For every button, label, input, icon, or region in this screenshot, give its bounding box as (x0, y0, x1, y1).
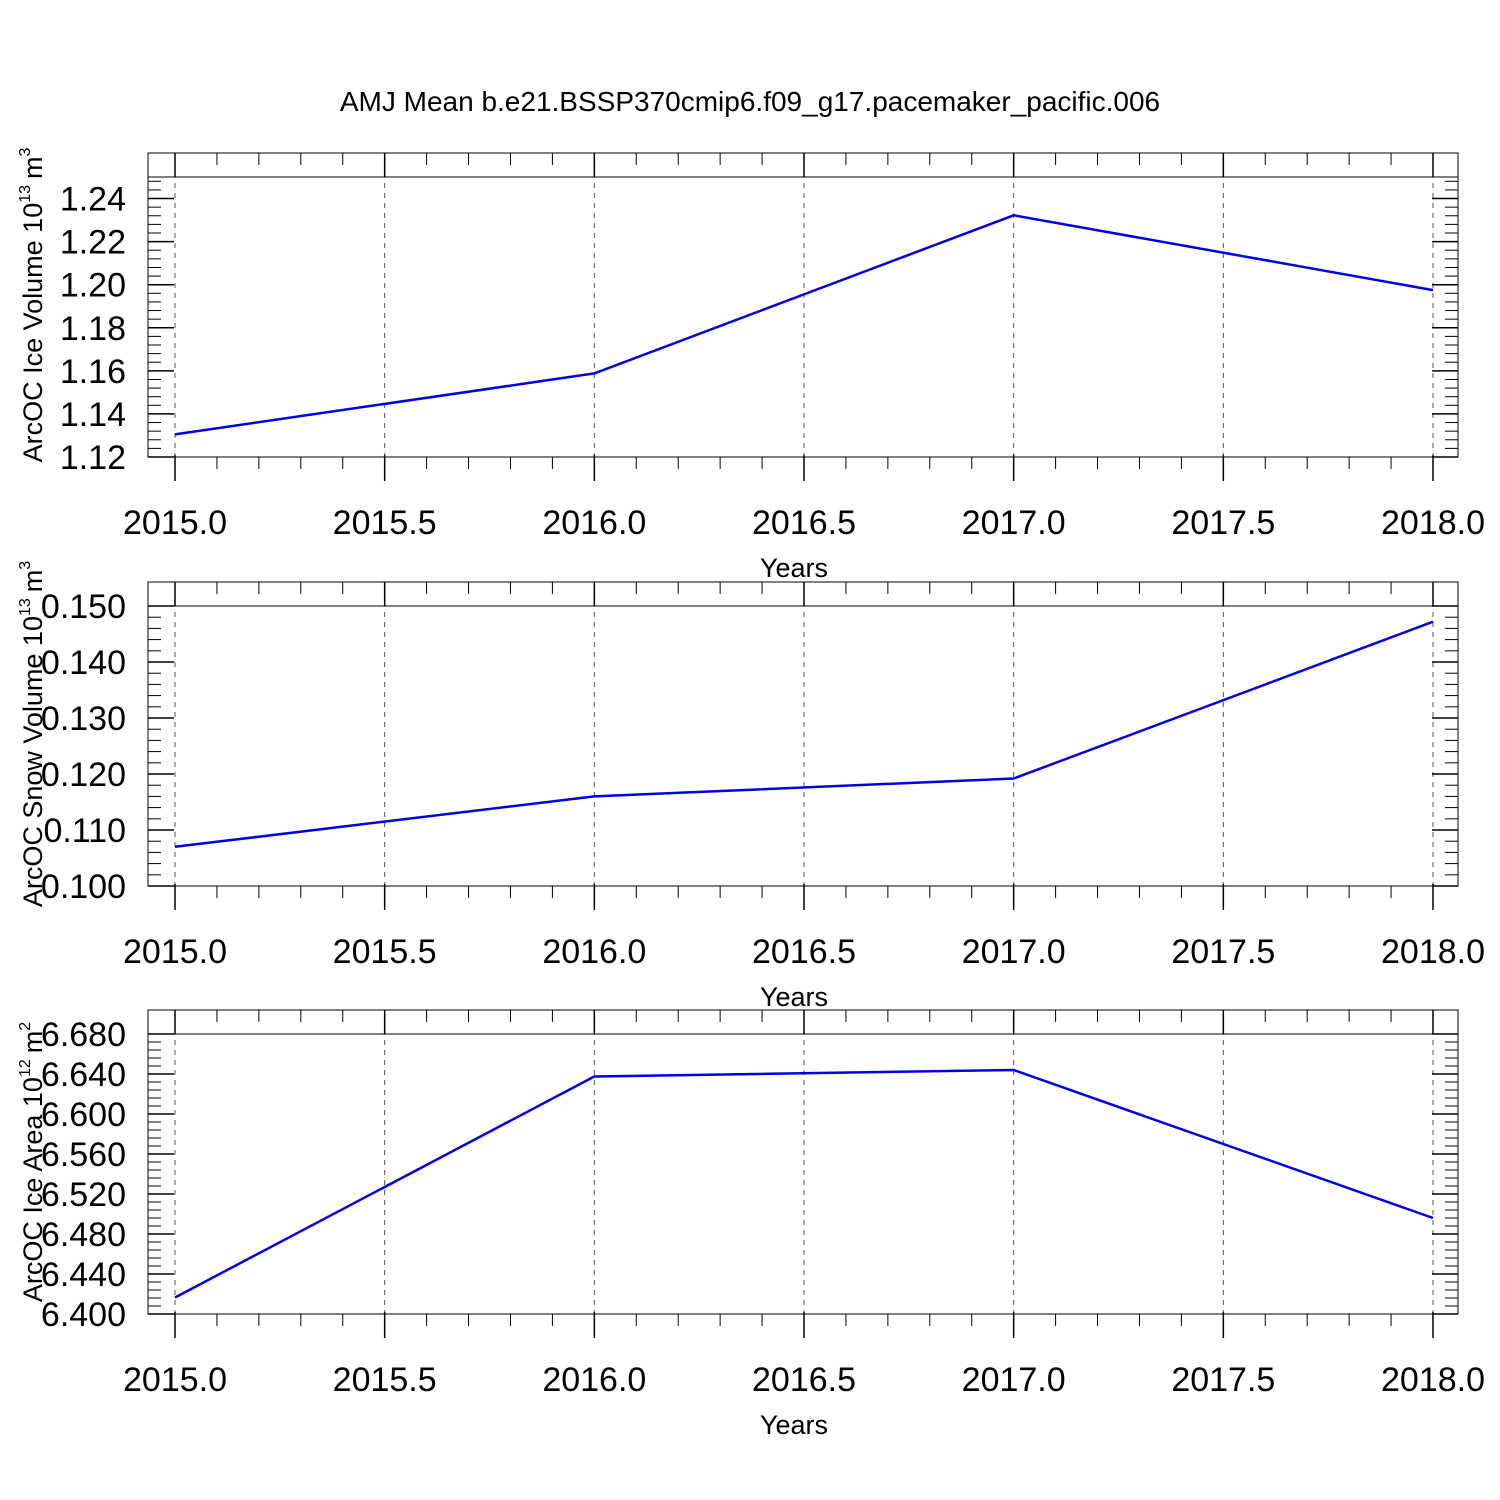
y-axis-label-exponent: 12 (17, 1059, 34, 1077)
y-tick-label: 1.20 (60, 267, 126, 305)
y-tick-label: 0.130 (41, 700, 126, 738)
y-tick-label: 6.600 (41, 1096, 126, 1134)
panel-1: 2015.0 2015.5 2016.0 2016.5 2017.0 2017.5 2018… (17, 147, 1485, 583)
y-axis-label-unit-exponent: 3 (17, 147, 34, 156)
y-tick-label: 6.640 (41, 1056, 126, 1094)
x-tick-label: 2015.5 (333, 504, 437, 542)
x-tick-label: 2015.0 (123, 933, 227, 971)
y-tick-label: 1.22 (60, 224, 126, 262)
y-tick-label: 6.440 (41, 1256, 126, 1294)
x-tick-label: 2015.0 (123, 504, 227, 542)
y-axis-label: ArcOC Ice Area 1012 m2 (17, 1022, 48, 1302)
series-line (174, 1068, 1434, 1299)
x-tick-label: 2017.5 (1171, 933, 1275, 971)
y-tick-label: 6.400 (41, 1296, 126, 1334)
y-tick-label: 0.140 (41, 644, 126, 682)
x-tick-label: 2016.0 (542, 504, 646, 542)
y-axis-label-unit-exponent: 3 (17, 561, 34, 570)
y-axis-label: ArcOC Snow Volume 1013 m3 (17, 561, 48, 907)
x-tick-label: 2017.0 (962, 1361, 1066, 1399)
panel-3: 2015.0 2015.5 2016.0 2016.5 2017.0 2017.5 2018… (17, 1009, 1485, 1440)
y-axis-label-exponent: 13 (17, 598, 34, 616)
x-tick-label: 2016.5 (752, 1361, 856, 1399)
x-tick-label: 2017.0 (962, 504, 1066, 542)
y-tick-label: 6.520 (41, 1176, 126, 1214)
panels: 2015.0 2015.5 2016.0 2016.5 2017.0 2017.5 2018… (17, 147, 1485, 1440)
x-tick-label: 2017.5 (1171, 1361, 1275, 1399)
x-tick-label: 2017.5 (1171, 504, 1275, 542)
x-tick-label: 2015.5 (333, 1361, 437, 1399)
y-tick-label: 1.16 (60, 353, 126, 391)
x-tick-label: 2017.0 (962, 933, 1066, 971)
y-tick-label: 1.14 (60, 396, 126, 434)
x-tick-label: 2016.5 (752, 504, 856, 542)
plot-frame (147, 581, 1459, 887)
panel-2: 2015.0 2015.5 2016.0 2016.5 2017.0 2017.5 2018… (17, 561, 1485, 1012)
y-tick-label: 0.150 (41, 588, 126, 626)
y-axis-label-text: ArcOC Ice Area 10 (18, 1077, 48, 1302)
x-tick-label: 2018.0 (1381, 504, 1485, 542)
y-axis-label-unit: m (18, 156, 48, 179)
plot-frame (147, 152, 1459, 458)
y-axis-label-exponent: 13 (17, 185, 34, 203)
x-tick-label: 2015.0 (123, 1361, 227, 1399)
y-axis-label: ArcOC Ice Volume 1013 m3 (17, 147, 48, 462)
chart-title: AMJ Mean b.e21.BSSP370cmip6.f09_g17.pace… (340, 86, 1160, 117)
x-tick-label: 2016.0 (542, 1361, 646, 1399)
x-tick-label: 2016.0 (542, 933, 646, 971)
y-tick-label: 0.120 (41, 756, 126, 794)
y-axis-label-text: ArcOC Ice Volume 10 (18, 203, 48, 463)
x-tick-label: 2016.5 (752, 933, 856, 971)
series-line (174, 214, 1434, 436)
x-tick-label: 2015.5 (333, 933, 437, 971)
x-axis-label: Years (760, 553, 828, 583)
x-tick-label: 2018.0 (1381, 933, 1485, 971)
y-tick-label: 1.18 (60, 310, 126, 348)
y-axis-label-unit-exponent: 2 (17, 1022, 34, 1031)
y-tick-label: 6.560 (41, 1136, 126, 1174)
plot-frame (147, 1009, 1459, 1315)
x-tick-label: 2018.0 (1381, 1361, 1485, 1399)
x-axis-label: Years (760, 982, 828, 1012)
y-tick-label: 0.100 (41, 868, 126, 906)
y-axis-label-unit: m (18, 1031, 48, 1054)
y-axis-label-unit: m (18, 570, 48, 593)
y-axis-label-text: ArcOC Snow Volume 10 (18, 616, 48, 907)
y-tick-label: 0.110 (43, 812, 126, 850)
series-line (174, 620, 1434, 849)
y-tick-label: 1.12 (60, 439, 126, 477)
y-tick-label: 6.680 (41, 1016, 126, 1054)
y-tick-label: 1.24 (60, 181, 126, 219)
x-axis-label: Years (760, 1410, 828, 1440)
y-tick-label: 6.480 (41, 1216, 126, 1254)
